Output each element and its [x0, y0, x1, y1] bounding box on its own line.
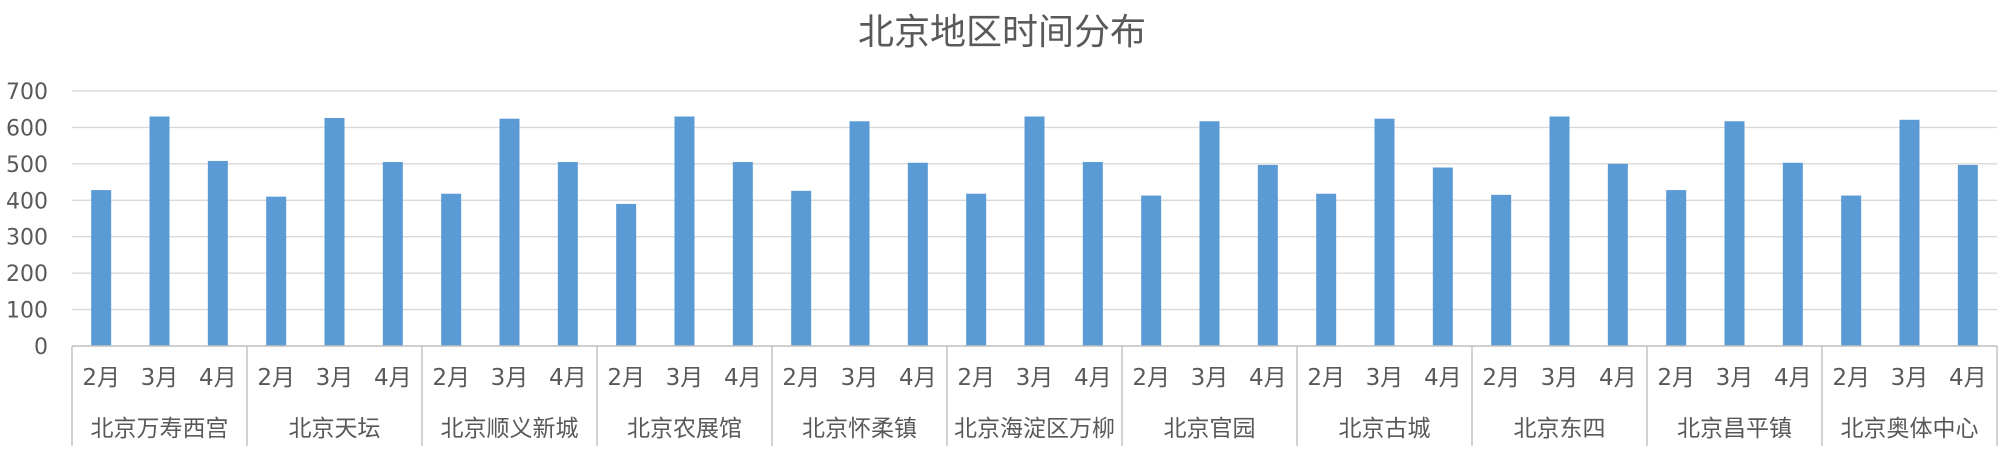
month-label: 2月 [1832, 365, 1870, 391]
month-label: 4月 [1074, 365, 1112, 391]
month-label: 2月 [1657, 365, 1695, 391]
chart-title: 北京地区时间分布 [858, 12, 1146, 53]
month-label: 3月 [841, 365, 879, 391]
bar-4-0 [791, 190, 812, 346]
bar-1-2 [382, 162, 403, 346]
month-label: 3月 [1541, 365, 1579, 391]
y-axis-ticks: 0 100 200 300 400 500 600 700 [6, 80, 48, 360]
bar-2-0 [441, 193, 462, 346]
bar-10-2 [1957, 164, 1978, 346]
bar-9-2 [1782, 162, 1803, 346]
month-label: 4月 [1774, 365, 1812, 391]
bar-3-0 [616, 203, 637, 346]
month-label: 2月 [257, 365, 295, 391]
month-label: 2月 [82, 365, 120, 391]
month-label: 3月 [1366, 365, 1404, 391]
month-label: 3月 [1716, 365, 1754, 391]
y-tick-label: 700 [6, 80, 48, 105]
bar-6-1 [1199, 121, 1220, 346]
bar-10-1 [1899, 119, 1920, 347]
bar-1-1 [324, 117, 345, 346]
y-tick-label: 400 [6, 189, 48, 214]
group-label: 北京东四 [1514, 416, 1606, 442]
month-label: 3月 [666, 365, 704, 391]
bar-7-1 [1374, 118, 1395, 346]
group-label: 北京奥体中心 [1841, 416, 1979, 442]
y-tick-label: 300 [6, 226, 48, 251]
group-label: 北京古城 [1339, 416, 1431, 442]
bar-6-0 [1141, 195, 1162, 346]
bar-10-0 [1841, 195, 1862, 346]
group-label: 北京官园 [1164, 416, 1256, 442]
month-label: 4月 [899, 365, 937, 391]
bar-3-1 [674, 116, 695, 346]
group-label: 北京顺义新城 [441, 416, 579, 442]
month-label: 2月 [1132, 365, 1170, 391]
month-label: 2月 [432, 365, 470, 391]
group-label: 北京天坛 [289, 416, 381, 442]
bar-0-0 [91, 190, 112, 346]
bar-5-2 [1082, 162, 1103, 346]
month-label: 3月 [316, 365, 354, 391]
group-label: 北京怀柔镇 [802, 416, 917, 442]
y-tick-label: 500 [6, 153, 48, 178]
month-label: 3月 [1016, 365, 1054, 391]
month-label: 3月 [491, 365, 529, 391]
bar-4-1 [849, 121, 870, 346]
month-label: 3月 [1191, 365, 1229, 391]
y-tick-label: 200 [6, 262, 48, 287]
group-label: 北京农展馆 [627, 416, 742, 442]
bar-0-2 [207, 160, 228, 346]
month-label: 2月 [1307, 365, 1345, 391]
bar-9-1 [1724, 121, 1745, 346]
bar-8-0 [1491, 194, 1512, 346]
group-label: 北京万寿西宫 [91, 416, 229, 442]
bar-3-2 [732, 162, 753, 346]
bars [91, 116, 1978, 347]
group-label: 北京昌平镇 [1677, 416, 1792, 442]
bar-5-0 [966, 193, 987, 346]
bar-0-1 [149, 116, 170, 346]
month-label: 2月 [957, 365, 995, 391]
month-label: 4月 [1949, 365, 1987, 391]
bar-7-2 [1432, 167, 1453, 346]
month-label: 4月 [724, 365, 762, 391]
month-label: 2月 [782, 365, 820, 391]
y-tick-label: 100 [6, 299, 48, 324]
month-label: 4月 [374, 365, 412, 391]
y-tick-label: 600 [6, 116, 48, 141]
month-label: 4月 [1249, 365, 1287, 391]
month-label: 4月 [199, 365, 237, 391]
month-label: 4月 [1424, 365, 1462, 391]
month-label: 4月 [549, 365, 587, 391]
bar-8-2 [1607, 163, 1628, 346]
bar-4-2 [907, 162, 928, 346]
month-label: 3月 [141, 365, 179, 391]
month-label: 3月 [1891, 365, 1929, 391]
category-axis [71, 345, 1998, 446]
bar-5-1 [1024, 116, 1045, 346]
y-tick-label: 0 [34, 335, 48, 360]
group-label: 北京海淀区万柳 [954, 416, 1115, 442]
bar-9-0 [1666, 190, 1687, 346]
bar-1-0 [266, 196, 287, 346]
month-label: 4月 [1599, 365, 1637, 391]
bar-7-0 [1316, 193, 1337, 346]
bar-6-2 [1257, 164, 1278, 346]
month-label: 2月 [607, 365, 645, 391]
month-label: 2月 [1482, 365, 1520, 391]
bar-2-2 [557, 162, 578, 346]
bar-8-1 [1549, 116, 1570, 346]
bar-2-1 [499, 118, 520, 346]
